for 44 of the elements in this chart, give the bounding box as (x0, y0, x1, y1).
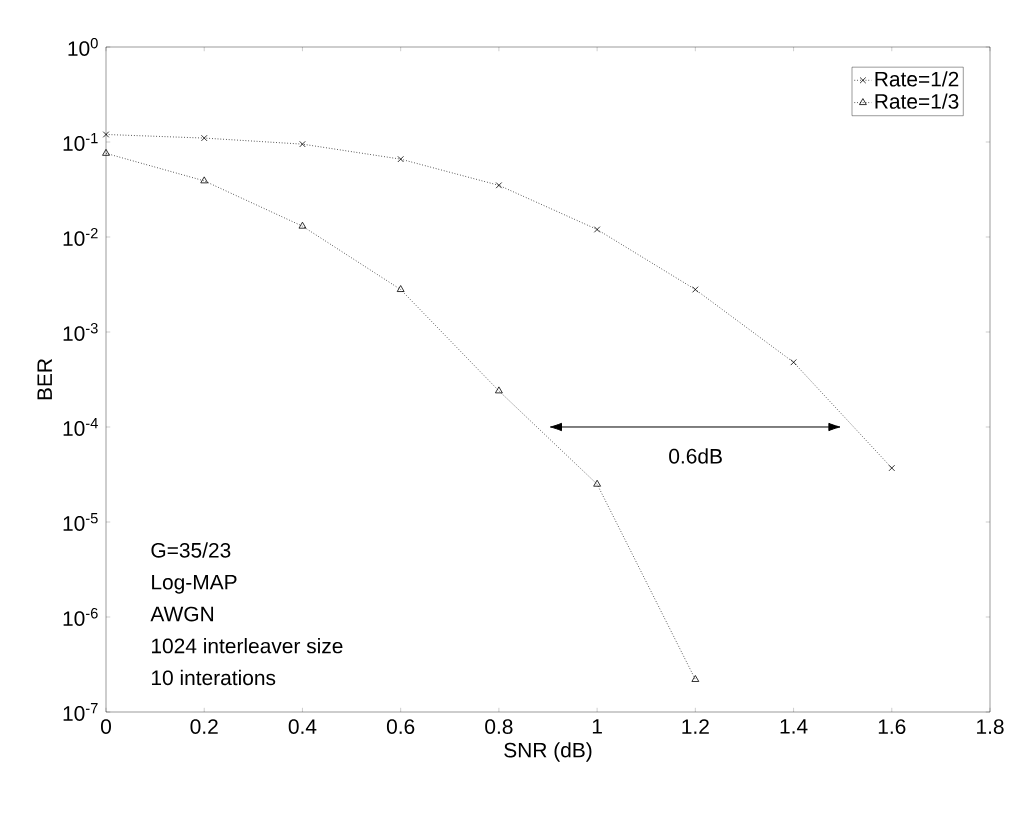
x-tick-label: 1 (592, 719, 602, 734)
y-tick-label: 10$^{-6}$ (63, 608, 98, 626)
x-tick-label: 1.6 (878, 719, 906, 734)
point (298, 221, 307, 229)
annotation: G=35/23 (151, 542, 231, 558)
point (299, 140, 306, 148)
x-tick-label: 1.2 (682, 719, 709, 734)
point (396, 285, 405, 292)
y-tick-label: 10$^{0}$ (68, 38, 98, 56)
point (692, 286, 699, 293)
x-tick-label: 0.2 (190, 719, 218, 734)
annotation: Log-MAP (152, 574, 237, 594)
point (495, 386, 503, 394)
point (790, 359, 797, 366)
annotation: 10 interations (152, 669, 276, 686)
annotation: 1024 interleaver size (152, 637, 343, 654)
x-axis-title: SNR (dB) (504, 742, 592, 762)
x-tick-label: 0.6 (386, 719, 415, 734)
legend-label: Rate=1/2 (875, 71, 959, 87)
point (200, 134, 208, 142)
annotation: AWGN (150, 606, 214, 622)
y-tick-label: 10$^{-7}$ (63, 703, 98, 721)
y-tick-label: 10$^{-5}$ (63, 513, 98, 531)
point (691, 675, 700, 682)
point (397, 155, 404, 163)
y-tick-label: 10$^{-3}$ (63, 323, 98, 341)
point (495, 182, 503, 189)
point (102, 148, 110, 156)
point (593, 479, 601, 487)
annotation: 0.6dB (669, 448, 722, 464)
y-tick-label: 10$^{-2}$ (63, 228, 98, 246)
legend-label: Rate=1/3 (875, 93, 959, 109)
y-tick-label: 10$^{-4}$ (63, 418, 98, 436)
x-tick-label: 1.4 (780, 719, 808, 734)
point (888, 464, 896, 472)
x-tick-label: 0.4 (288, 719, 317, 734)
point (200, 176, 209, 184)
x-tick-label: 0 (101, 719, 111, 734)
y-axis-title: BER (37, 358, 52, 400)
point (102, 131, 110, 138)
point (593, 226, 601, 233)
x-tick-label: 1.8 (977, 719, 1004, 734)
x-tick-label: 0.8 (485, 719, 513, 734)
y-tick-label: 10$^{-1}$ (63, 133, 98, 151)
